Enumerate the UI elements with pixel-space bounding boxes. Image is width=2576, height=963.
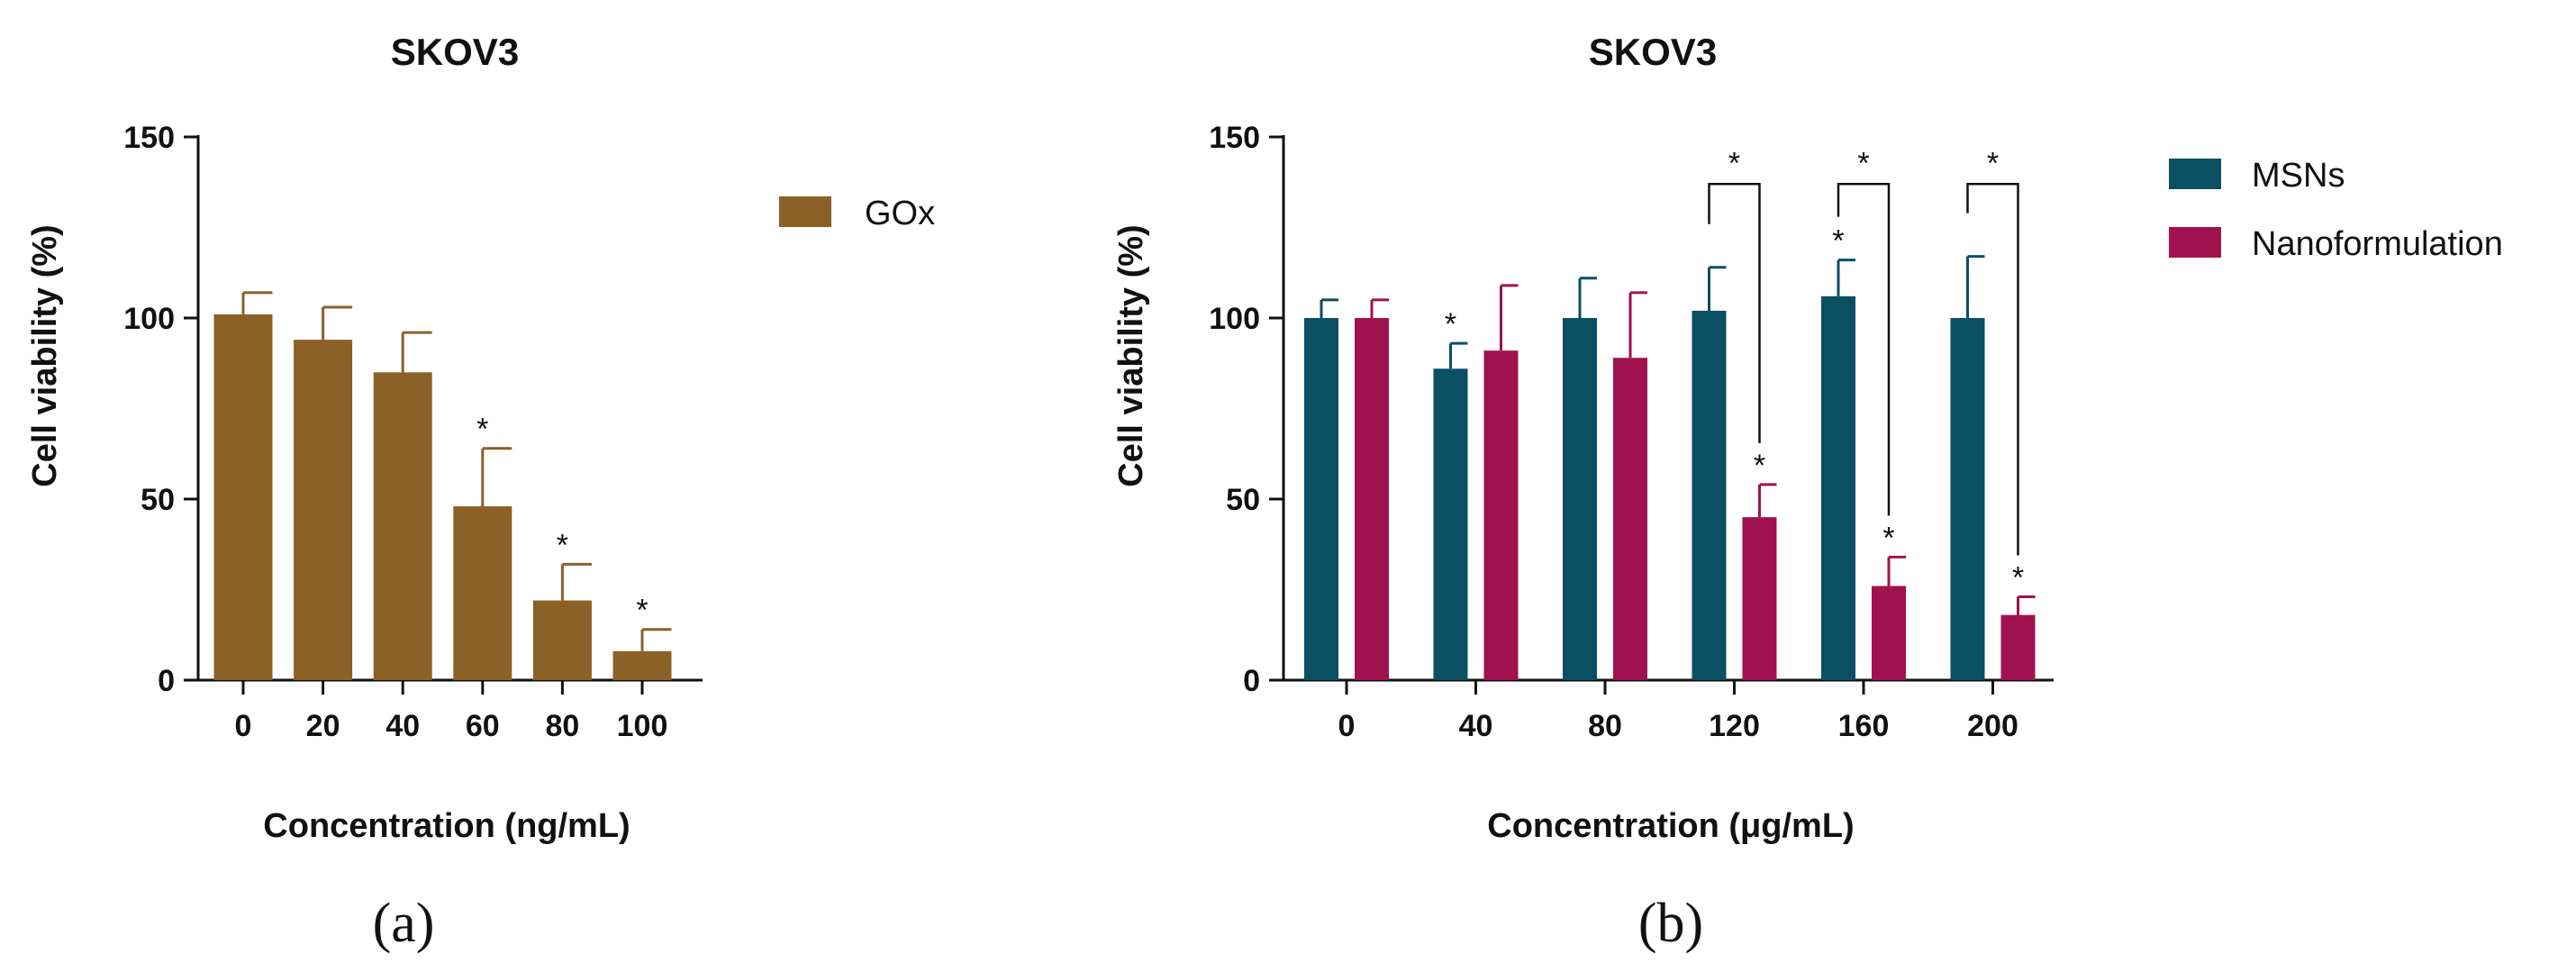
x-tick-label: 40 bbox=[385, 709, 420, 743]
y-tick-label: 150 bbox=[123, 121, 175, 155]
chart-panel-b: SKOV3 Cell viability (%) Concentration (… bbox=[1112, 31, 2503, 954]
bar bbox=[294, 340, 353, 680]
x-axis-label-a: Concentration (ng/mL) bbox=[263, 807, 630, 845]
bar bbox=[1563, 318, 1597, 680]
bar bbox=[373, 372, 432, 680]
legend-swatch-nanoformulation bbox=[2169, 227, 2221, 258]
significance-star: * bbox=[636, 594, 648, 628]
bar bbox=[612, 650, 672, 680]
x-tick-label: 80 bbox=[1588, 709, 1622, 743]
bracket-star: * bbox=[1857, 146, 1869, 180]
bar bbox=[1304, 318, 1338, 680]
bar bbox=[1872, 586, 1906, 680]
chart-title-b: SKOV3 bbox=[1589, 31, 1717, 73]
legend-label-gox: GOx bbox=[865, 195, 935, 232]
bar bbox=[1821, 295, 1855, 680]
y-tick-label: 150 bbox=[1209, 121, 1260, 155]
panel-label-a: (a) bbox=[373, 893, 435, 954]
y-tick-label: 50 bbox=[141, 483, 175, 517]
bar bbox=[1355, 318, 1389, 680]
legend-b: MSNs Nanoformulation bbox=[2169, 157, 2503, 263]
comparison-bracket bbox=[1708, 183, 1761, 443]
x-tick-label: 60 bbox=[466, 709, 500, 743]
chart-title-a: SKOV3 bbox=[391, 31, 519, 73]
x-tick-label: 200 bbox=[1967, 709, 2018, 743]
comparison-bracket bbox=[1966, 183, 2019, 556]
y-tick-label: 100 bbox=[1209, 302, 1260, 336]
plot-area-a: 0 50 100 150 0 20 40 60 80 100 * * * bbox=[123, 121, 703, 743]
legend-swatch-gox bbox=[779, 196, 831, 227]
bar bbox=[2000, 614, 2036, 680]
y-tick-label: 0 bbox=[1243, 664, 1260, 698]
plot-area-b: 0 50 100 150 0 40 80 120 160 200 * * * * * * * * bbox=[1209, 121, 2054, 743]
y-tick-label: 0 bbox=[158, 664, 175, 698]
x-tick-label: 80 bbox=[545, 709, 579, 743]
significance-star: * bbox=[476, 413, 488, 447]
bar bbox=[1433, 368, 1468, 680]
x-tick-label: 40 bbox=[1459, 709, 1493, 743]
y-tick-label: 100 bbox=[123, 302, 175, 336]
x-tick-label: 100 bbox=[617, 709, 668, 743]
legend-label-msns: MSNs bbox=[2252, 157, 2345, 195]
x-tick-label: 120 bbox=[1709, 709, 1760, 743]
significance-star: * bbox=[1832, 224, 1844, 259]
bracket-star: * bbox=[1728, 146, 1740, 180]
significance-star: * bbox=[557, 528, 568, 562]
y-axis-label-a: Cell viability (%) bbox=[26, 224, 64, 486]
legend-swatch-msns bbox=[2169, 159, 2221, 189]
x-tick-label: 0 bbox=[235, 709, 252, 743]
bar bbox=[1692, 310, 1727, 680]
bar bbox=[1613, 358, 1647, 680]
bar bbox=[213, 313, 273, 680]
bar bbox=[532, 600, 592, 680]
bracket-star: * bbox=[1987, 146, 1999, 180]
legend-label-nanoformulation: Nanoformulation bbox=[2252, 225, 2503, 263]
y-tick-label: 50 bbox=[1226, 483, 1260, 517]
significance-star: * bbox=[1882, 521, 1894, 555]
x-tick-label: 0 bbox=[1338, 709, 1356, 743]
significance-star: * bbox=[1445, 307, 1456, 341]
x-axis-label-b: Concentration (μg/mL) bbox=[1487, 807, 1854, 845]
chart-panel-a: SKOV3 Cell viability (%) Concentration (… bbox=[26, 31, 935, 954]
y-axis-label-b: Cell viability (%) bbox=[1112, 224, 1150, 486]
significance-star: * bbox=[1754, 449, 1765, 483]
bar bbox=[1950, 318, 1985, 680]
significance-star: * bbox=[2012, 561, 2024, 595]
comparison-bracket bbox=[1837, 183, 1891, 516]
x-tick-label: 160 bbox=[1838, 709, 1890, 743]
legend-a: GOx bbox=[779, 195, 935, 232]
bar bbox=[453, 506, 512, 680]
panel-label-b: (b) bbox=[1638, 893, 1703, 954]
bar bbox=[1483, 350, 1519, 680]
bar bbox=[1742, 517, 1777, 680]
x-tick-label: 20 bbox=[306, 709, 340, 743]
